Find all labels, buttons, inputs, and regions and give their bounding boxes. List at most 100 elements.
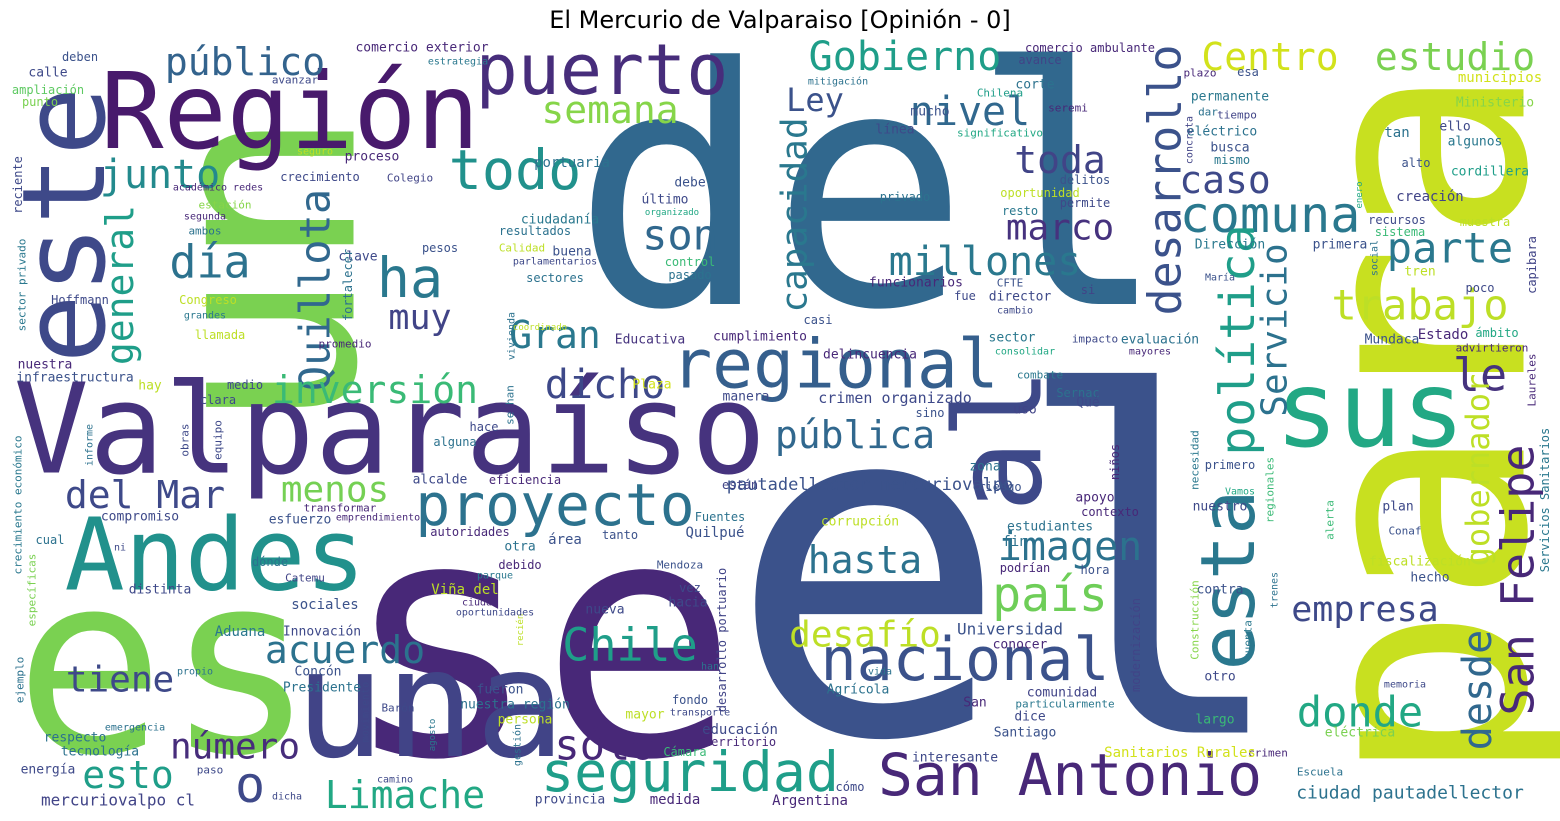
word: seguridad: [541, 740, 839, 804]
word: primera: [1313, 238, 1368, 253]
word: hace: [470, 420, 499, 434]
word: Presidente: [283, 681, 361, 696]
word: muestra: [1460, 215, 1511, 229]
word: conocer: [993, 638, 1048, 653]
word: general: [98, 205, 142, 365]
word: si: [1081, 283, 1095, 297]
word: sólo: [554, 721, 655, 770]
word: enero: [1355, 181, 1365, 208]
word: se: [341, 448, 738, 821]
word: municipios: [1458, 70, 1542, 86]
word: transporte: [670, 708, 730, 719]
word: delincuencia: [823, 348, 917, 363]
word: Servicios Sanitarios: [1538, 428, 1552, 573]
word: parque: [477, 571, 513, 582]
word: hay: [138, 379, 162, 394]
word: inversión: [272, 368, 478, 412]
word: fin: [1002, 534, 1027, 550]
word: nuestro: [1193, 500, 1248, 515]
word: estación: [199, 199, 252, 212]
word: Viña del: [431, 582, 498, 598]
word: crimen organizado: [818, 389, 972, 407]
word: otra: [504, 540, 535, 555]
word: Aduana: [215, 624, 266, 640]
word: agosto: [428, 719, 438, 752]
word: clara: [200, 393, 236, 407]
word: o: [235, 756, 265, 814]
word: estrategia: [428, 57, 488, 68]
word: esfuerzo: [269, 513, 332, 528]
word: específicas: [26, 554, 39, 627]
word: medida: [650, 792, 701, 808]
word: último: [642, 193, 689, 208]
word: podrían: [1000, 561, 1051, 575]
word: están: [722, 478, 758, 492]
word: paso: [197, 764, 224, 777]
word: ámbito: [1475, 326, 1518, 340]
word: Argentina: [772, 793, 848, 809]
word: hecho: [1410, 571, 1449, 586]
word: número: [170, 727, 300, 768]
word: riesgo: [978, 480, 1021, 494]
word: territorio: [704, 735, 776, 749]
word: permite: [1060, 196, 1111, 210]
word: todo: [449, 138, 581, 202]
word: segunda: [184, 212, 226, 223]
word: deben: [62, 50, 98, 64]
word: oportunidades: [456, 608, 534, 619]
word: esta: [1184, 490, 1272, 671]
word: energía: [21, 763, 76, 778]
word: estudio: [1375, 35, 1535, 79]
word: ampliación: [12, 83, 84, 97]
word: memoria: [1384, 680, 1426, 691]
word: hora: [1081, 563, 1110, 577]
word: capacidad: [775, 117, 816, 312]
word: San: [963, 696, 986, 711]
word: Catemu: [285, 572, 325, 585]
word: comunidad: [1027, 686, 1097, 701]
word: muy: [388, 298, 451, 338]
word: Chilena: [977, 87, 1023, 100]
word: parte: [1387, 224, 1513, 273]
word: tiempo: [1217, 109, 1257, 122]
word: mitigación: [808, 76, 868, 88]
word: tan: [1384, 125, 1409, 141]
word: nueva: [585, 603, 624, 618]
word: Mundaca: [1365, 333, 1420, 348]
word: recién: [515, 614, 526, 647]
word: provincia: [535, 793, 605, 808]
word: han: [701, 662, 719, 673]
word: avanzar: [272, 74, 319, 87]
word: medio: [227, 378, 263, 392]
word: proceso: [345, 150, 400, 165]
word: interesante: [912, 751, 998, 766]
word: ciudad pautadellector: [1296, 783, 1524, 804]
word: algunos: [1448, 135, 1503, 150]
word: emergencia: [105, 723, 165, 734]
word: Andes: [64, 497, 365, 614]
word: donde: [1297, 688, 1423, 737]
word: equipo: [212, 420, 225, 460]
word: sector: [989, 331, 1036, 346]
word: eléctrico: [1187, 125, 1257, 140]
word: sistema: [1375, 225, 1426, 239]
word: gobernador: [1459, 374, 1497, 567]
word: infraestructura: [16, 371, 133, 386]
word: nuestra: [18, 358, 73, 373]
word: funcionarios: [869, 276, 963, 291]
word: mismo: [1214, 153, 1250, 167]
word: mucho: [910, 105, 949, 120]
word: ello: [1439, 120, 1470, 135]
word: Congreso: [179, 293, 237, 307]
word: Sanitarios Rurales: [1104, 745, 1256, 761]
word: transformar: [304, 502, 377, 515]
word: vivienda: [507, 312, 518, 360]
word: crecimiento: [280, 170, 359, 184]
word: trenes: [1270, 572, 1281, 608]
word: este: [0, 87, 132, 364]
word: para: [1246, 64, 1560, 786]
word: Laureles: [1526, 354, 1539, 407]
word: Servicio: [1255, 243, 1296, 416]
